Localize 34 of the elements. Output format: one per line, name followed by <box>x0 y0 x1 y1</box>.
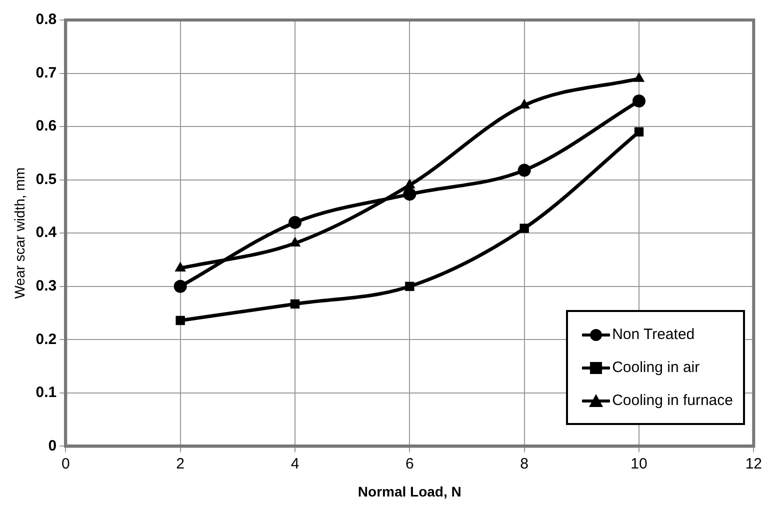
point <box>520 224 529 233</box>
y-axis-title: Wear scar width, mm <box>11 167 28 299</box>
point <box>634 127 644 136</box>
point <box>176 316 185 326</box>
point <box>174 262 186 272</box>
x-tick-label: 6 <box>405 455 414 472</box>
y-tick-label: 0.8 <box>36 11 57 28</box>
legend-label: Cooling in furnace <box>612 392 733 409</box>
y-tick-label: 0 <box>48 437 57 454</box>
x-tick-label: 8 <box>520 455 528 472</box>
point <box>633 72 645 82</box>
y-tick-label: 0.1 <box>36 384 57 402</box>
y-tick-label: 0.6 <box>36 118 57 135</box>
legend-label: Non Treated <box>612 326 695 343</box>
y-tick-label: 0.7 <box>36 64 57 82</box>
point <box>518 164 531 177</box>
point <box>403 188 416 201</box>
y-tick-label: 0.3 <box>36 278 57 295</box>
legend-label: Cooling in air <box>612 359 700 376</box>
point <box>290 299 300 309</box>
y-tick-label: 0.4 <box>36 224 58 242</box>
x-tick-label: 12 <box>745 455 762 472</box>
x-tick-label: 4 <box>290 455 300 472</box>
point <box>405 282 414 291</box>
point <box>288 216 302 229</box>
x-axis-title: Normal Load, N <box>358 483 462 500</box>
x-tick-label: 10 <box>630 455 648 472</box>
x-tick-label: 2 <box>176 455 184 472</box>
y-tick-label: 0.2 <box>36 330 57 348</box>
point <box>174 280 187 293</box>
point <box>404 178 416 188</box>
point <box>632 94 646 108</box>
x-tick-label: 0 <box>61 455 70 472</box>
y-tick-label: 0.5 <box>36 170 57 188</box>
